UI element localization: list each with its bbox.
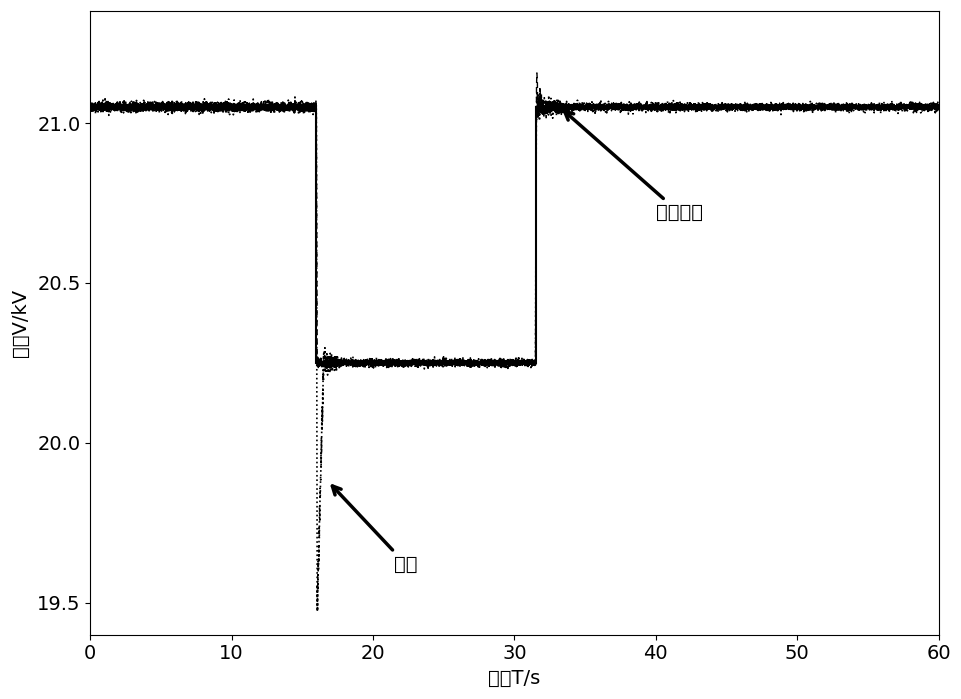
Text: 滑模: 滑模 bbox=[332, 486, 417, 574]
Text: 模糊滑模: 模糊滑模 bbox=[564, 111, 702, 222]
Y-axis label: 电压V/kV: 电压V/kV bbox=[12, 289, 30, 357]
X-axis label: 时间T/s: 时间T/s bbox=[488, 669, 540, 688]
